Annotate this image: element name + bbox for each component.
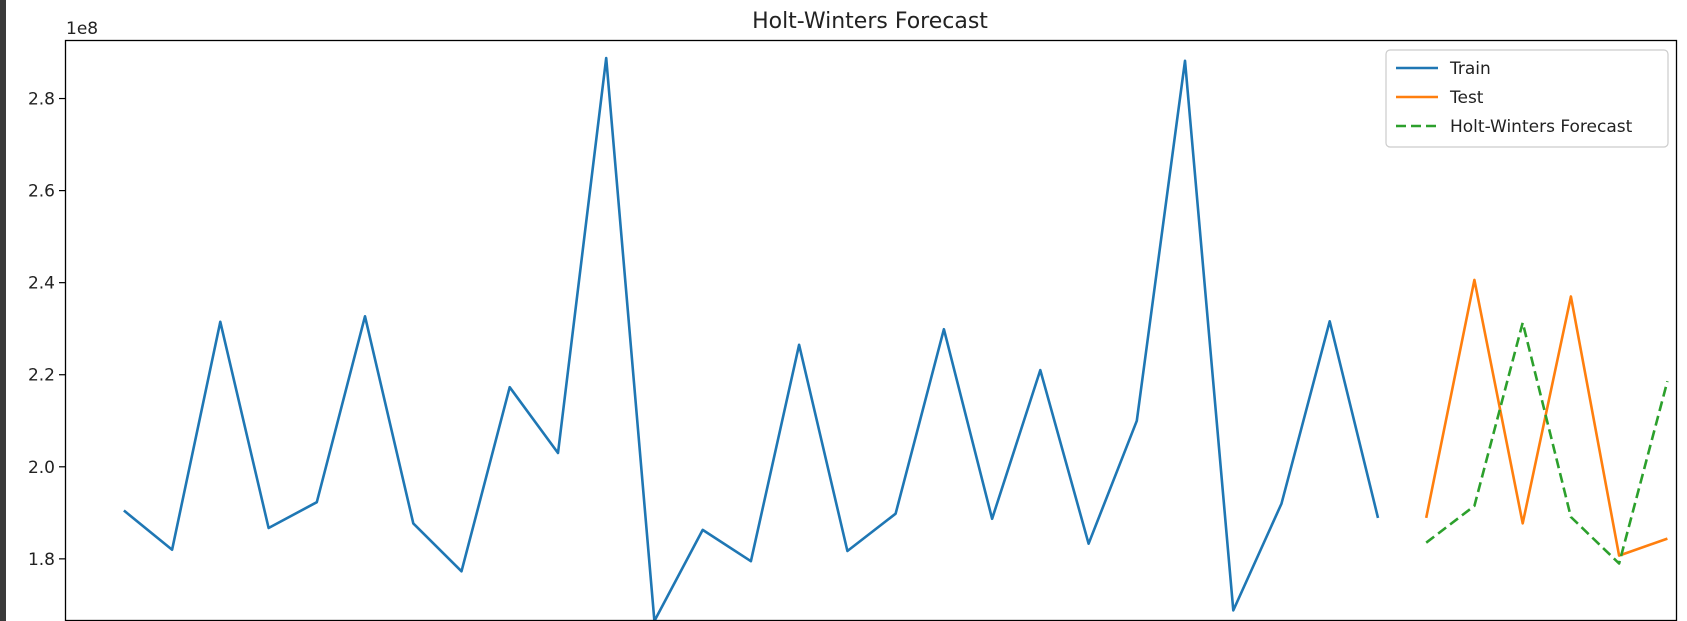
- series-line-holt-winters-forecast: [1425, 321, 1669, 565]
- y-tick-label: 2.2: [28, 366, 55, 386]
- y-tick-label: 2.8: [28, 90, 55, 110]
- figure: Holt-Winters Forecast 1e8 1.8 2.0 2.2 2.4 2.…: [6, 0, 1687, 621]
- y-tick-label: 1.8: [28, 550, 55, 570]
- series-line-test: [1424, 278, 1668, 557]
- plot-lines: [123, 56, 1669, 621]
- y-tick-label: 2.0: [28, 458, 55, 478]
- series-line-train: [123, 56, 1380, 621]
- chart: Holt-Winters Forecast 1e8 1.8 2.0 2.2 2.4 2.…: [28, 9, 1678, 621]
- y-axis: 1.8 2.0 2.2 2.4 2.6 2.8: [28, 90, 66, 570]
- y-offset-label: 1e8: [66, 19, 98, 39]
- legend-box: [1385, 49, 1669, 148]
- y-tick-label: 2.4: [28, 274, 55, 294]
- chart-title: Holt-Winters Forecast: [752, 9, 988, 34]
- legend-label: Train: [1449, 59, 1491, 79]
- legend-label: Holt-Winters Forecast: [1450, 117, 1633, 137]
- legend-label: Test: [1449, 88, 1484, 108]
- legend: Train Test Holt-Winters Forecast: [1385, 49, 1669, 148]
- y-tick-label: 2.6: [28, 182, 55, 202]
